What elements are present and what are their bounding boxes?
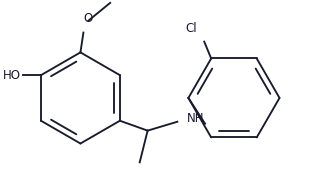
Text: NH: NH: [187, 112, 205, 125]
Text: HO: HO: [3, 69, 21, 82]
Text: O: O: [84, 12, 93, 25]
Text: Cl: Cl: [186, 22, 197, 35]
